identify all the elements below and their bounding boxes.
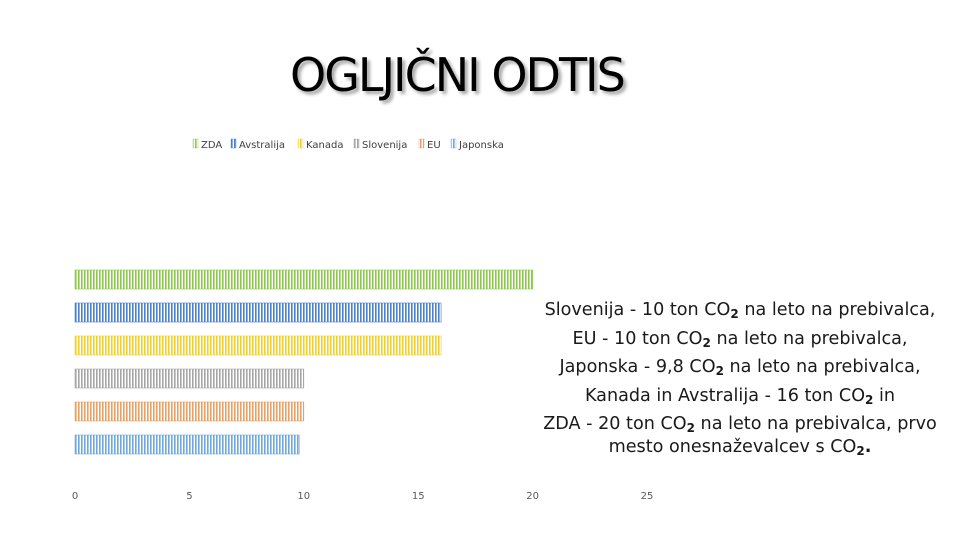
x-tick-label: 25 <box>641 491 654 502</box>
legend-label-avstralija: Avstralija <box>239 140 285 151</box>
x-tick-label: 15 <box>412 491 425 502</box>
legend-label-japonska: Japonska <box>458 140 504 151</box>
legend-label-kanada: Kanada <box>306 140 343 151</box>
bar-avstralija <box>74 302 442 323</box>
caption-line: ZDA - 20 ton CO2 na leto na prebivalca, … <box>543 414 937 435</box>
legend-swatch-zda <box>192 138 199 149</box>
caption-line: Japonska - 9,8 CO2 na leto na prebivalca… <box>559 357 921 378</box>
emissions-caption: Slovenija - 10 ton CO2 na leto na prebiv… <box>520 296 960 458</box>
x-tick-label: 0 <box>72 491 78 502</box>
caption-line: Kanada in Avstralija - 16 ton CO2 in <box>584 385 896 407</box>
chart-bars <box>74 269 533 455</box>
legend-swatch-kanada <box>297 138 304 149</box>
x-tick-label: 5 <box>186 491 192 502</box>
bar-japonska <box>74 434 300 455</box>
legend-label-zda: ZDA <box>201 140 222 151</box>
legend-swatch-japonska <box>450 138 457 149</box>
caption-line: mesto onesnaževalcev s CO2. <box>608 436 872 458</box>
legend-swatch-slovenija <box>353 138 360 149</box>
legend-swatch-eu <box>418 138 425 149</box>
bar-slovenija <box>74 368 305 389</box>
x-tick-label: 20 <box>526 491 539 502</box>
caption-line: Slovenija - 10 ton CO2 na leto na prebiv… <box>544 300 936 321</box>
chart-legend: ZDA Avstralija Kanada Slovenija EU Japonska <box>192 138 504 151</box>
x-tick-label: 10 <box>297 491 310 502</box>
page-title: OGLJIČNI ODTIS <box>290 48 626 102</box>
legend-swatch-avstralija <box>230 138 237 149</box>
x-axis: 0 5 10 15 20 25 <box>72 491 654 502</box>
bar-kanada <box>74 335 442 356</box>
legend-label-slovenija: Slovenija <box>362 140 407 151</box>
caption-line: EU - 10 ton CO2 na leto na prebivalca, <box>572 328 908 350</box>
bar-zda <box>74 269 533 290</box>
legend-label-eu: EU <box>427 140 441 151</box>
bar-eu <box>74 401 305 422</box>
